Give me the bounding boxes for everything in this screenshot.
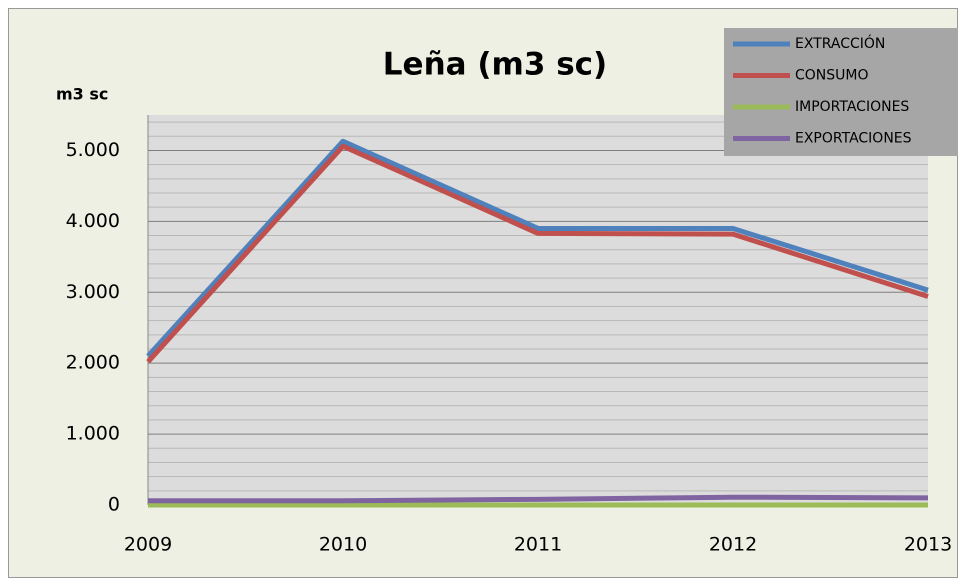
legend-label: IMPORTACIONES <box>795 99 909 115</box>
y-tick-label: 5.000 <box>66 139 120 161</box>
y-tick-label: 3.000 <box>66 281 120 303</box>
y-tick-label: 1.000 <box>66 423 120 445</box>
x-tick-label: 2010 <box>319 534 367 556</box>
series-line <box>148 494 929 504</box>
legend-label: CONSUMO <box>795 68 869 84</box>
x-tick-label: 2013 <box>904 534 952 556</box>
series-line <box>146 138 929 358</box>
chart-title: Leña (m3 sc) <box>383 47 607 83</box>
legend-box <box>724 28 958 156</box>
plot-area <box>148 115 928 505</box>
legend-label: EXTRACCIÓN <box>795 34 885 52</box>
x-tick-label: 2009 <box>124 534 172 556</box>
x-tick-label: 2012 <box>709 534 757 556</box>
y-tick-label: 0 <box>108 494 120 516</box>
y-axis-label: m3 sc <box>56 85 108 104</box>
y-tick-label: 4.000 <box>66 210 120 232</box>
y-tick-label: 2.000 <box>66 352 120 374</box>
legend-label: EXPORTACIONES <box>795 131 912 147</box>
series-line <box>146 143 929 364</box>
x-tick-label: 2011 <box>514 534 562 556</box>
